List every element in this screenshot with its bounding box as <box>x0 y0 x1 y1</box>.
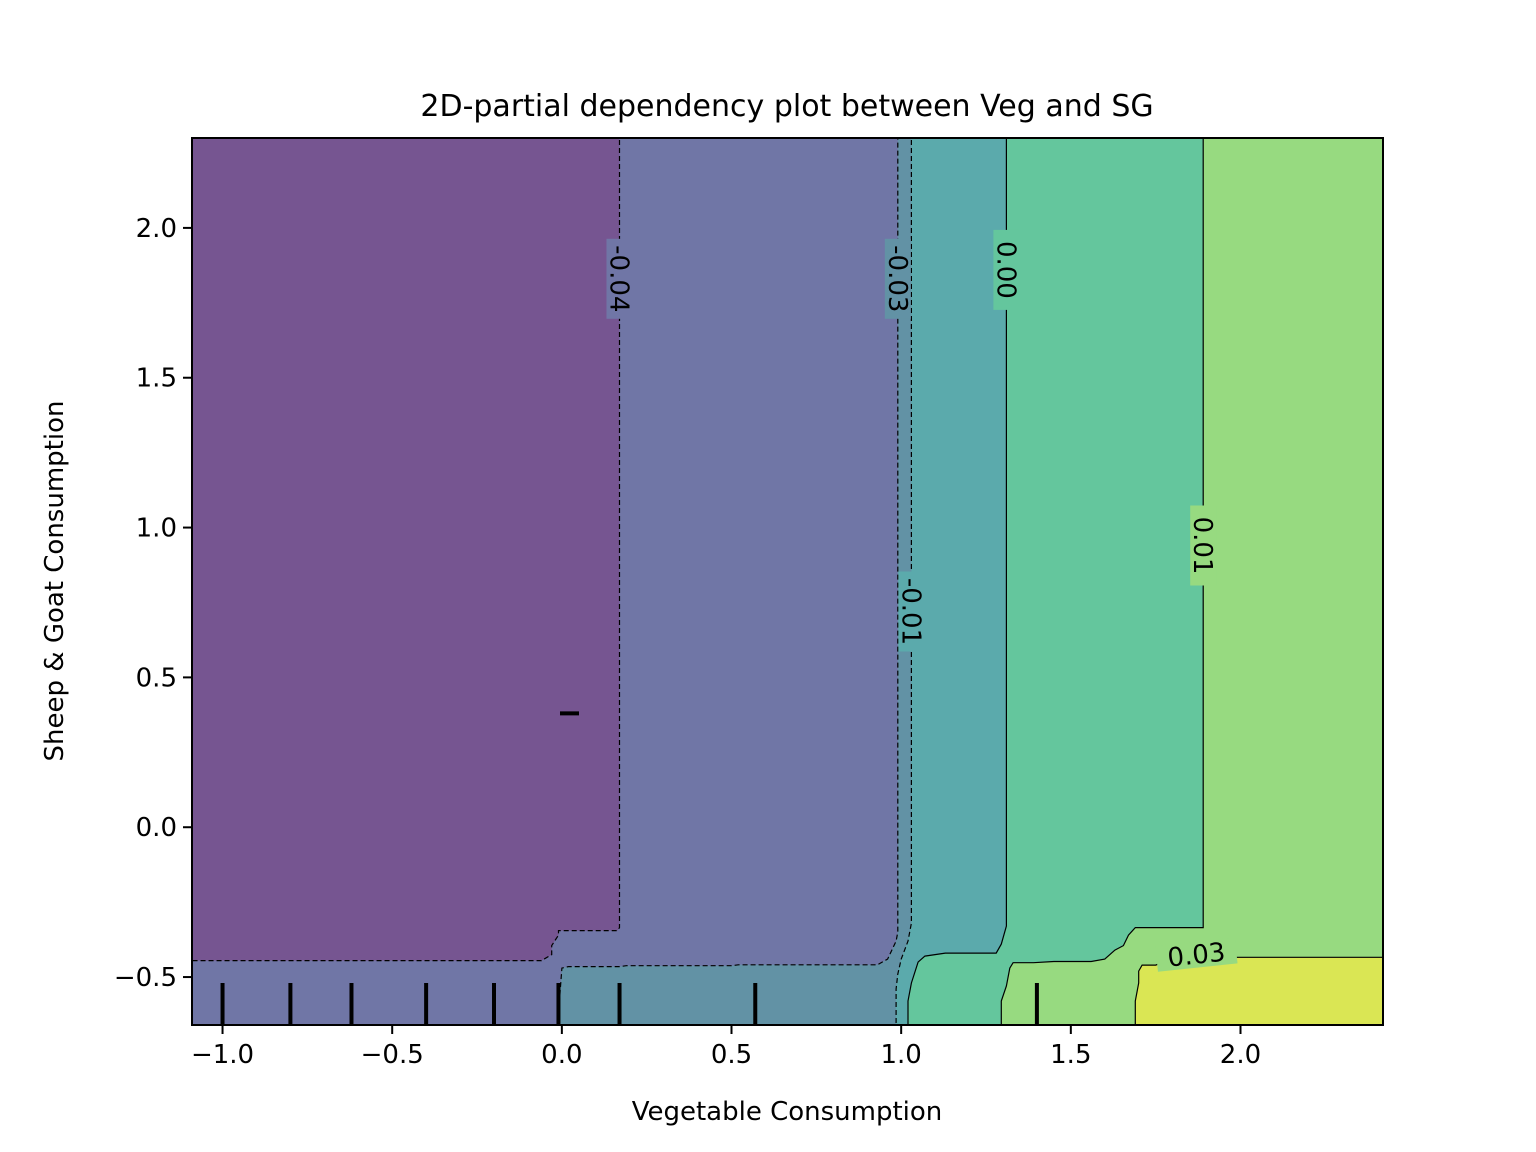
contour-label-0.00: 0.00 <box>990 229 1020 310</box>
y-tick-label: −0.5 <box>114 963 177 993</box>
contour-line-m04 <box>192 138 621 962</box>
contour-labels: -0.04 -0.03 -0.01 0.00 0.01 0.03 <box>604 229 1238 974</box>
contour-line-m03 <box>895 138 912 1025</box>
chart-title: 2D-partial dependency plot between Veg a… <box>420 89 1153 124</box>
contour-label-text: -0.03 <box>882 245 912 312</box>
contour-regions <box>192 138 1383 1025</box>
x-tick-label: 0.0 <box>541 1040 582 1070</box>
contour-line-z00 <box>1000 138 1204 1025</box>
y-tick-label: 0.5 <box>136 663 177 693</box>
region-level-5 <box>1001 138 1383 1025</box>
contour-label-0.03: 0.03 <box>1155 937 1238 974</box>
x-axis-label: Vegetable Consumption <box>632 1097 943 1127</box>
x-tick-label: −0.5 <box>361 1040 424 1070</box>
x-tick-label: 1.5 <box>1050 1040 1091 1070</box>
contour-label--0.03: -0.03 <box>882 238 912 319</box>
y-tick-label: 0.0 <box>136 813 177 843</box>
x-tick-label: 0.5 <box>711 1040 752 1070</box>
contour-label-text: -0.01 <box>895 578 925 645</box>
y-axis: −0.5 0.0 0.5 1.0 1.5 2.0 <box>114 214 192 993</box>
contour-line-m01 <box>907 138 1007 1025</box>
contour-label--0.04: -0.04 <box>604 238 634 319</box>
region-level-6 <box>1135 957 1383 1025</box>
x-tick-label: −1.0 <box>191 1040 254 1070</box>
contour-label-text: 0.01 <box>1187 517 1217 575</box>
contour-label-text: -0.04 <box>604 245 634 312</box>
contour-label--0.01: -0.01 <box>895 571 925 652</box>
x-axis: −1.0 −0.5 0.0 0.5 1.0 1.5 2.0 <box>191 1025 1261 1070</box>
y-tick-label: 1.0 <box>136 514 177 544</box>
contour-lines <box>192 138 1383 1025</box>
plot-area: -0.04 -0.03 -0.01 0.00 0.01 0.03 <box>192 138 1383 1025</box>
y-axis-label: Sheep & Goat Consumption <box>40 401 70 762</box>
contour-label-0.01: 0.01 <box>1187 505 1217 586</box>
contour-label-text: 0.00 <box>990 241 1020 299</box>
y-tick-label: 1.5 <box>136 364 177 394</box>
decile-rug <box>220 711 1039 1025</box>
plot-frame <box>191 137 1384 1026</box>
x-tick-label: 1.0 <box>880 1040 921 1070</box>
x-tick-label: 2.0 <box>1220 1040 1261 1070</box>
contour-line-m04b <box>557 138 899 1025</box>
y-tick-label: 2.0 <box>136 214 177 244</box>
contour-label-text: 0.03 <box>1166 938 1227 974</box>
